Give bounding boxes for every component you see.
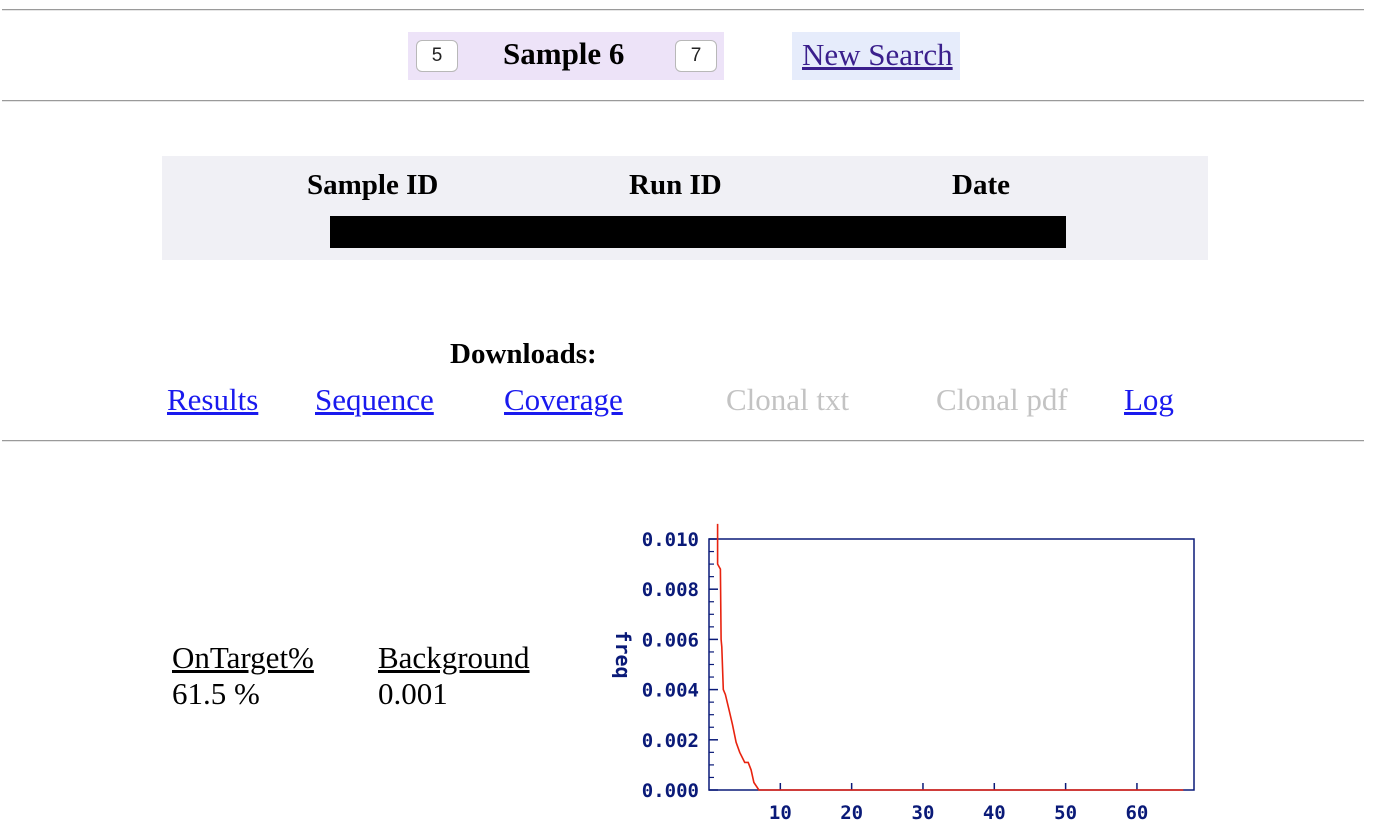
new-search-link[interactable]: New Search (802, 37, 953, 72)
sample-title: Sample 6 (503, 36, 625, 71)
prev-sample-button[interactable]: 5 (416, 40, 458, 72)
y-tick-label: 0.002 (642, 730, 699, 752)
download-sequence-link[interactable]: Sequence (315, 382, 434, 417)
x-tick-label: 40 (983, 802, 1006, 824)
download-coverage-link[interactable]: Coverage (504, 382, 623, 417)
x-tick-label: 10 (769, 802, 792, 824)
x-tick-label: 60 (1125, 802, 1148, 824)
download-results-link[interactable]: Results (167, 382, 259, 417)
top-divider (2, 9, 1364, 11)
y-tick-label: 0.004 (642, 680, 699, 702)
y-tick-label: 0.006 (642, 629, 699, 651)
on-target-header: OnTarget% (172, 640, 314, 675)
freq-chart: 0.000 0.002 0.004 0.006 0.008 0.010 10 20 30 40 50… (611, 523, 1195, 824)
new-search-box (792, 32, 960, 80)
background-value: 0.001 (378, 676, 448, 711)
freq-series-line (716, 523, 1184, 791)
sample-nav-bar (408, 32, 724, 80)
downloads-divider (2, 440, 1364, 442)
download-clonal-txt-disabled: Clonal txt (726, 382, 850, 417)
redacted-row (330, 216, 1066, 248)
next-sample-button[interactable]: 7 (675, 40, 717, 72)
date-header: Date (952, 169, 1010, 201)
x-tick-label: 50 (1054, 802, 1077, 824)
y-tick-label: 0.000 (642, 780, 699, 802)
y-axis-label: freq (611, 630, 635, 678)
download-log-link[interactable]: Log (1124, 382, 1174, 417)
x-tick-label: 20 (840, 802, 863, 824)
download-clonal-pdf-disabled: Clonal pdf (936, 382, 1068, 417)
background-header: Background (378, 640, 530, 675)
x-tick-label: 30 (912, 802, 935, 824)
plot-frame (708, 538, 1195, 791)
y-tick-label: 0.008 (642, 579, 699, 601)
nav-divider (2, 100, 1364, 102)
on-target-value: 61.5 % (172, 676, 260, 711)
downloads-title: Downloads: (450, 338, 597, 370)
sample-id-header: Sample ID (307, 169, 439, 201)
y-tick-label: 0.010 (642, 529, 699, 551)
run-id-header: Run ID (629, 169, 722, 201)
